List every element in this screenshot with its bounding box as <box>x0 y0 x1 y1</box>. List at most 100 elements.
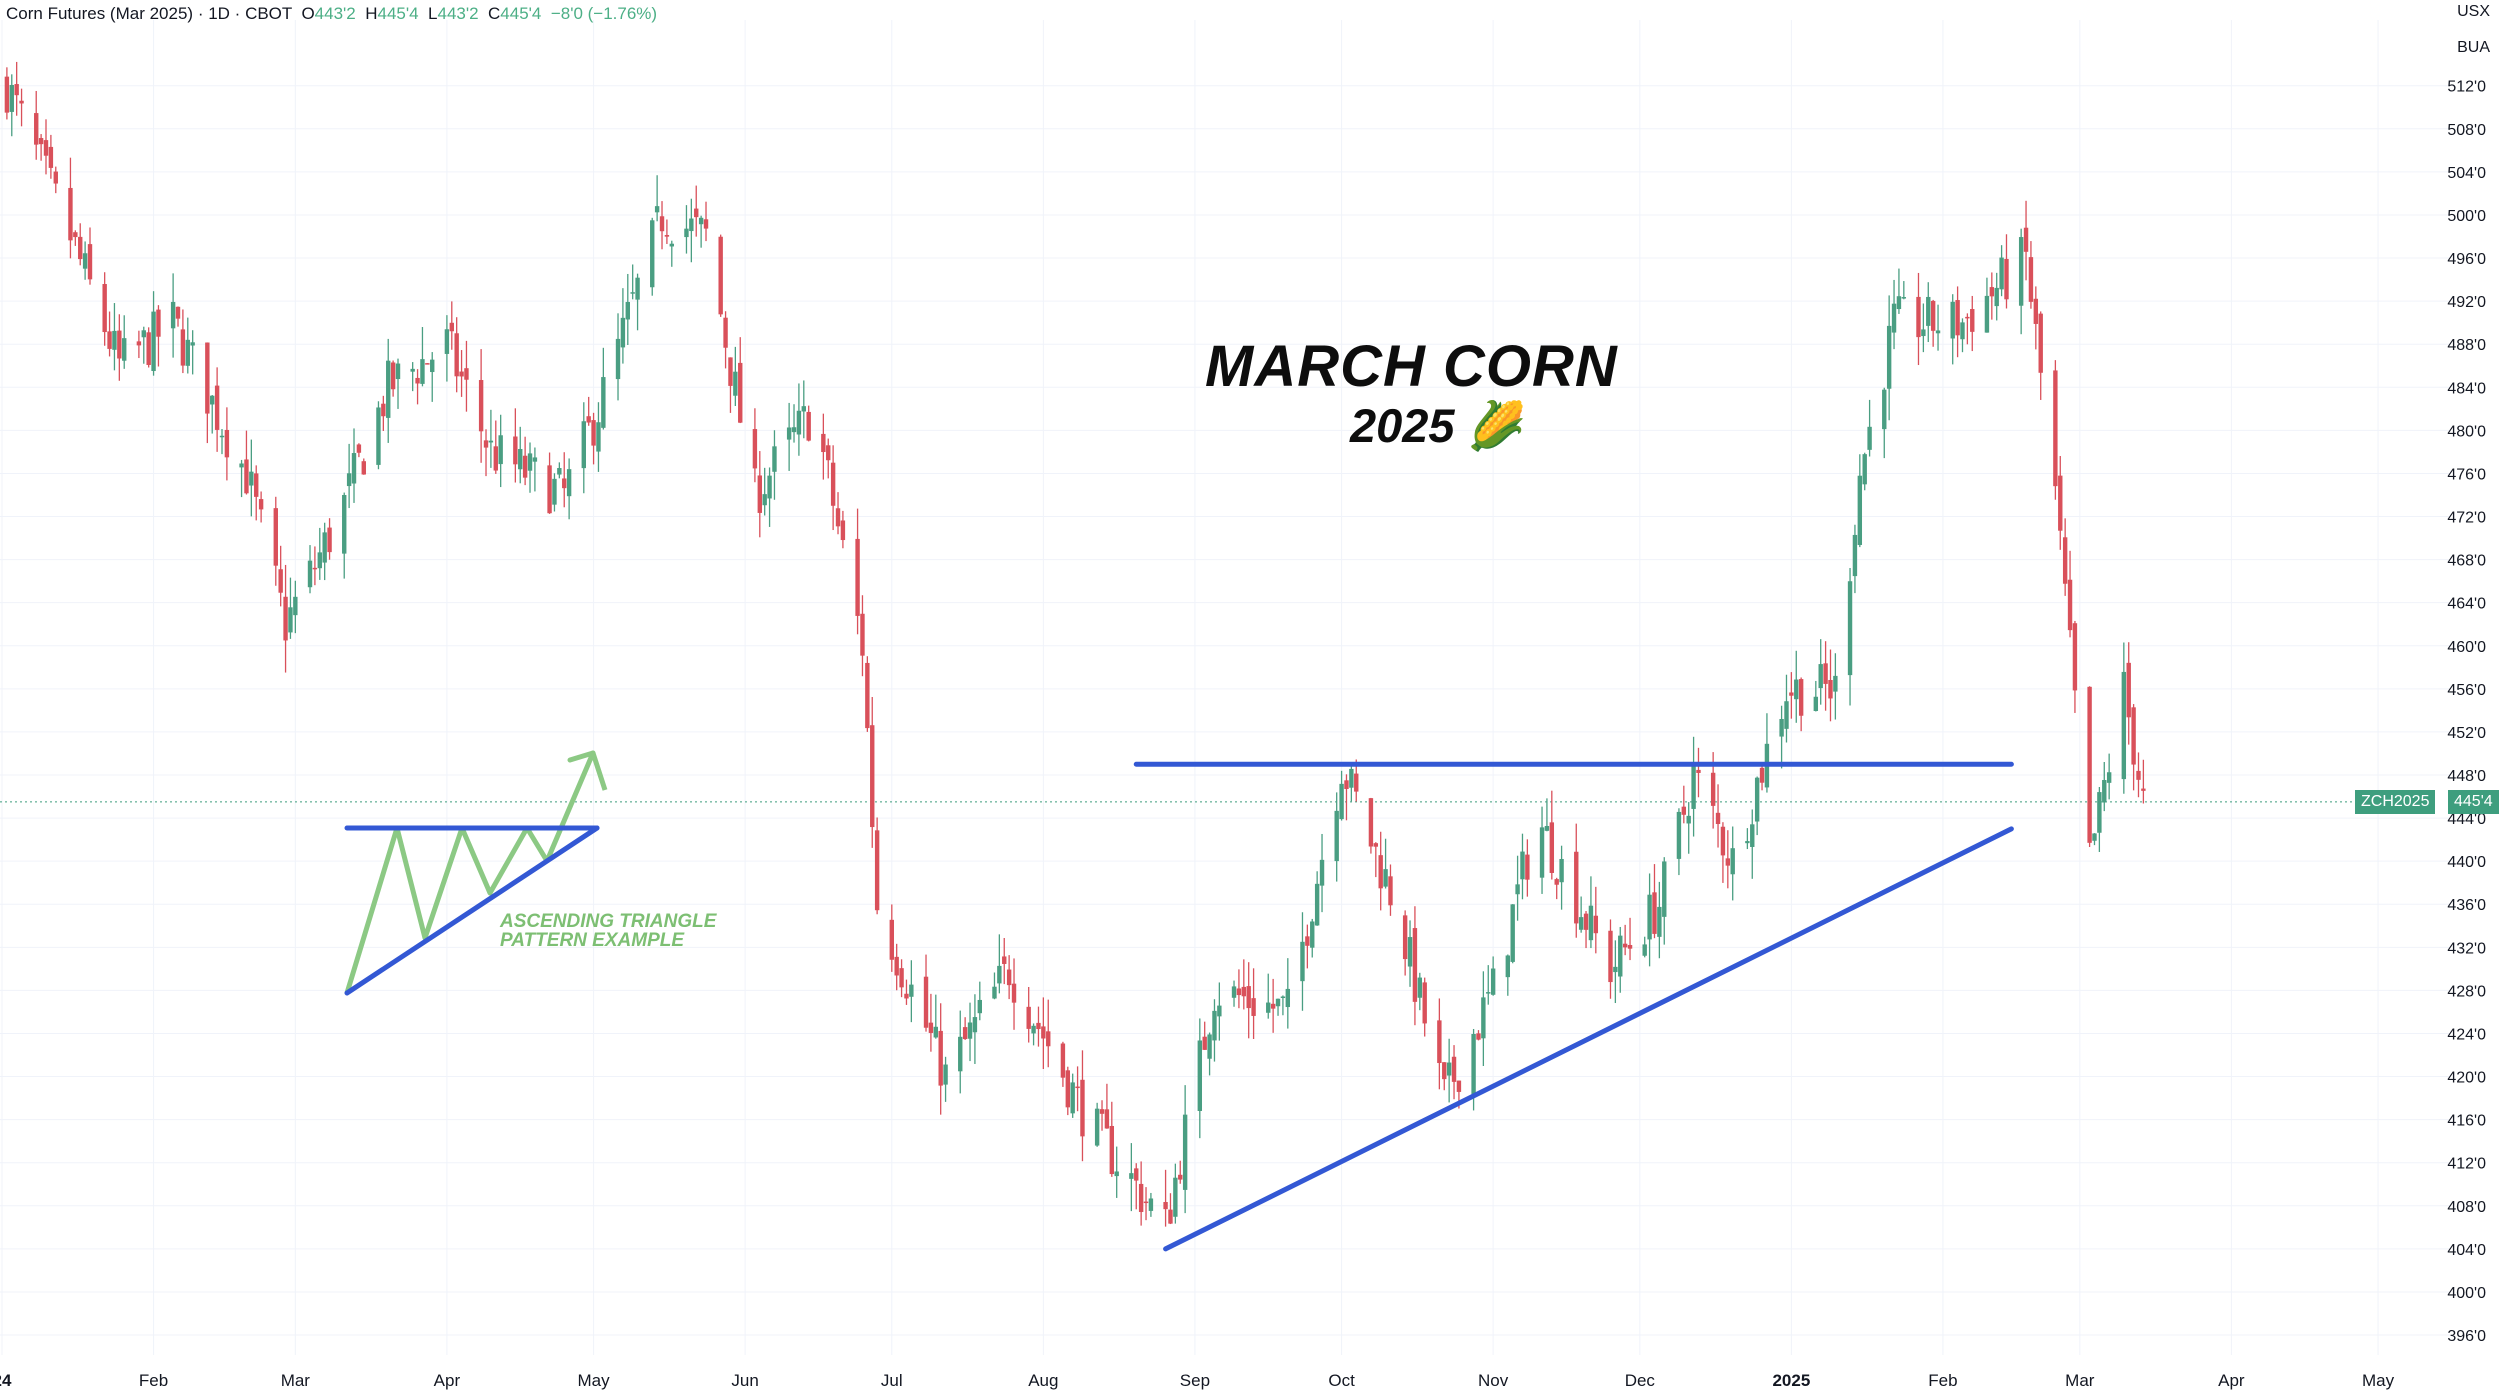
candle-body <box>552 478 557 505</box>
candle-body <box>1720 826 1726 856</box>
close-label: C <box>488 4 501 23</box>
candle-body <box>425 363 430 365</box>
candle-body <box>757 475 762 513</box>
candle-body <box>1916 296 1921 338</box>
symbol-name[interactable]: Corn Futures (Mar 2025) <box>6 4 194 23</box>
time-tick-label: Feb <box>1928 1371 1957 1390</box>
candle-body <box>48 146 54 168</box>
candle-body <box>2097 792 2102 833</box>
price-tick-label: 460'0 <box>2447 639 2486 656</box>
candle-body <box>2126 662 2131 718</box>
candle-body <box>312 567 318 570</box>
currency-label: USX <box>2457 3 2490 20</box>
chart-title: MARCH CORN <box>1205 334 1618 399</box>
candle-body <box>493 446 498 471</box>
candle-body <box>34 113 39 145</box>
candle-body <box>1994 287 1999 307</box>
candle-body <box>351 453 357 484</box>
candle-body <box>1882 389 1887 430</box>
candle-body <box>190 342 195 346</box>
candle-body <box>1451 1056 1457 1082</box>
candle-body <box>1926 296 1931 326</box>
candle-body <box>1886 325 1892 389</box>
candle-body <box>1608 930 1613 983</box>
candle-body <box>630 292 635 294</box>
price-tick-label: 408'0 <box>2447 1199 2486 1216</box>
candle-body <box>415 377 420 384</box>
candle-body <box>1178 1174 1183 1180</box>
candle-body <box>620 317 626 348</box>
price-tick-label: 432'0 <box>2447 940 2486 957</box>
candle-body <box>2072 623 2078 691</box>
candle-body <box>928 1022 934 1033</box>
candle-body <box>1857 475 1863 545</box>
candle-body <box>1828 680 1833 699</box>
candle-body <box>1710 772 1716 806</box>
time-tick-label: May <box>2362 1371 2395 1390</box>
candle-body <box>288 607 293 633</box>
candle-body <box>689 218 694 232</box>
candle-body <box>1798 679 1804 716</box>
candle-body <box>992 986 997 999</box>
candle-body <box>669 243 674 247</box>
candle-body <box>1476 1033 1481 1040</box>
candle-body <box>1378 855 1383 889</box>
candle-body <box>146 332 151 365</box>
price-axis[interactable]: 512'0 508'0 504'0 500'0 496'0 492'0 488'0 484'0… <box>2447 79 2486 1345</box>
candle-body <box>786 427 792 440</box>
support-line <box>1163 826 2014 1252</box>
candle-body <box>1896 296 1902 310</box>
candle-body <box>1305 936 1310 946</box>
candle-body <box>1368 798 1374 847</box>
candle-body <box>855 538 860 616</box>
candle-body <box>830 462 836 506</box>
arrow-head <box>567 750 596 763</box>
candle-body <box>962 1027 968 1040</box>
candle-body <box>1207 1034 1212 1059</box>
candle-body <box>1407 937 1413 967</box>
candle-body <box>258 499 264 510</box>
candle-body <box>899 968 904 988</box>
candle-body <box>870 725 875 828</box>
candle-body <box>1867 426 1872 450</box>
subtitle-year: 2025 <box>1350 399 1455 452</box>
candle-body <box>346 473 352 487</box>
candle-body <box>224 429 230 458</box>
candle-body <box>904 993 909 999</box>
price-tick-label: 492'0 <box>2447 294 2486 311</box>
candle-body <box>513 436 518 465</box>
candle-body <box>1442 1062 1447 1080</box>
candle-body <box>1647 894 1652 940</box>
time-tick-label: Apr <box>2218 1371 2245 1390</box>
candle-body <box>1310 921 1315 948</box>
candle-body <box>762 494 767 506</box>
price-tick-label: 436'0 <box>2447 897 2486 914</box>
candle-body <box>835 508 841 527</box>
candle-body <box>1270 1003 1276 1009</box>
candle-body <box>909 984 914 997</box>
candle-body <box>1109 1125 1115 1175</box>
candle-body <box>1354 773 1359 792</box>
candle-body <box>2102 780 2107 803</box>
candle-body <box>170 301 176 329</box>
candle-body <box>518 449 523 470</box>
candle-body <box>1065 1070 1071 1108</box>
price-tick-label: 500'0 <box>2447 208 2486 225</box>
time-axis[interactable]: 24 Feb Mar Apr May Jun Jul Aug Sep Oct Nov Dec 2025 F… <box>0 1371 2395 1390</box>
candle-body <box>1412 928 1418 1002</box>
candle-body <box>562 478 567 489</box>
candle-body <box>772 446 777 472</box>
candle-body <box>2053 370 2058 487</box>
time-tick-label: May <box>578 1371 611 1390</box>
candle-body <box>117 330 122 359</box>
candle-body <box>1593 915 1599 934</box>
candle-body <box>1794 679 1799 700</box>
interval[interactable]: 1D <box>208 4 230 23</box>
candle-body <box>210 395 215 405</box>
candle-body <box>1686 815 1691 824</box>
candle-body <box>1588 905 1594 941</box>
candle-body <box>967 1022 973 1039</box>
candle-body <box>1520 851 1525 880</box>
candle-body <box>1036 1022 1041 1030</box>
